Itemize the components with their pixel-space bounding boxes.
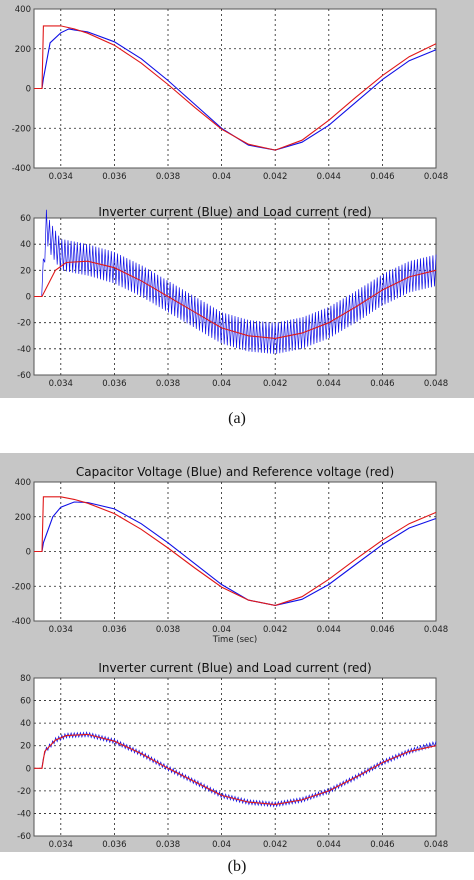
y-tick-label: 40 (20, 240, 31, 250)
y-tick-label: -40 (17, 809, 31, 819)
x-tick-label: 0.036 (102, 840, 126, 850)
y-tick-label: 0 (26, 293, 31, 303)
x-axis-label: Time (sec) (212, 635, 257, 645)
x-tick-label: 0.042 (263, 379, 287, 389)
x-tick-label: 0.034 (49, 625, 73, 635)
x-tick-label: 0.038 (156, 379, 180, 389)
chart-b-top: Capacitor Voltage (Blue) and Reference v… (12, 465, 448, 645)
y-tick-label: -200 (12, 124, 31, 134)
blue-series-line (34, 501, 437, 606)
y-tick-label: -60 (17, 371, 31, 381)
x-tick-label: 0.036 (102, 625, 126, 635)
x-tick-label: 0.046 (370, 625, 394, 635)
y-tick-label: -60 (17, 832, 31, 842)
plot-area (33, 677, 437, 837)
y-tick-label: 200 (15, 45, 31, 55)
x-tick-label: 0.036 (102, 379, 126, 389)
y-tick-label: 20 (20, 266, 31, 276)
y-tick-label: 0 (26, 85, 31, 95)
x-tick-label: 0.034 (49, 379, 73, 389)
x-tick-label: 0.034 (49, 172, 73, 182)
red-series-line (34, 733, 437, 805)
chart-title: Inverter current (Blue) and Load current… (98, 205, 371, 219)
x-tick-label: 0.042 (263, 840, 287, 850)
x-tick-label: 0.034 (49, 840, 73, 850)
y-tick-label: 200 (15, 513, 31, 523)
x-tick-label: 0.04 (212, 840, 231, 850)
blue-series-line (34, 209, 437, 354)
x-tick-label: 0.046 (370, 379, 394, 389)
red-series-line (34, 25, 437, 151)
x-tick-label: 0.038 (156, 172, 180, 182)
x-tick-label: 0.042 (263, 172, 287, 182)
chart-title: Capacitor Voltage (Blue) and Reference v… (76, 465, 394, 479)
red-series-line (34, 496, 437, 606)
y-tick-label: 60 (20, 697, 31, 707)
y-tick-label: 400 (15, 5, 31, 15)
chart-a-top: Capacitor Voltage (Blue) and Reference v… (12, 5, 448, 182)
caption-a: (a) (228, 410, 246, 427)
x-tick-label: 0.038 (156, 840, 180, 850)
x-tick-label: 0.048 (424, 625, 448, 635)
y-tick-label: 80 (20, 674, 31, 684)
x-tick-label: 0.038 (156, 625, 180, 635)
y-tick-label: -400 (12, 617, 31, 627)
y-tick-label: 20 (20, 742, 31, 752)
y-tick-label: -20 (17, 319, 31, 329)
x-tick-label: 0.044 (317, 379, 341, 389)
y-tick-label: 60 (20, 214, 31, 224)
x-tick-label: 0.042 (263, 625, 287, 635)
y-tick-label: 400 (15, 478, 31, 488)
x-tick-label: 0.04 (212, 172, 231, 182)
y-tick-label: 0 (26, 548, 31, 558)
x-tick-label: 0.048 (424, 172, 448, 182)
x-tick-label: 0.04 (212, 625, 231, 635)
x-tick-label: 0.04 (212, 379, 231, 389)
x-tick-label: 0.048 (424, 379, 448, 389)
x-tick-label: 0.044 (317, 172, 341, 182)
x-tick-label: 0.046 (370, 172, 394, 182)
blue-series-line (34, 731, 437, 808)
y-tick-label: -400 (12, 164, 31, 174)
chart-title: Inverter current (Blue) and Load current… (98, 661, 371, 675)
red-series-line (34, 260, 437, 339)
x-tick-label: 0.036 (102, 172, 126, 182)
y-tick-label: -200 (12, 582, 31, 592)
x-tick-label: 0.048 (424, 840, 448, 850)
y-tick-label: 40 (20, 719, 31, 729)
y-tick-label: -20 (17, 787, 31, 797)
chart-b-bottom: Inverter current (Blue) and Load current… (17, 661, 448, 850)
blue-series-line (34, 28, 437, 151)
x-tick-label: 0.044 (317, 625, 341, 635)
y-tick-label: 0 (26, 764, 31, 774)
y-tick-label: -40 (17, 345, 31, 355)
caption-b: (b) (227, 858, 247, 875)
x-tick-label: 0.044 (317, 840, 341, 850)
x-tick-label: 0.046 (370, 840, 394, 850)
chart-a-bottom: Inverter current (Blue) and Load current… (17, 205, 448, 389)
